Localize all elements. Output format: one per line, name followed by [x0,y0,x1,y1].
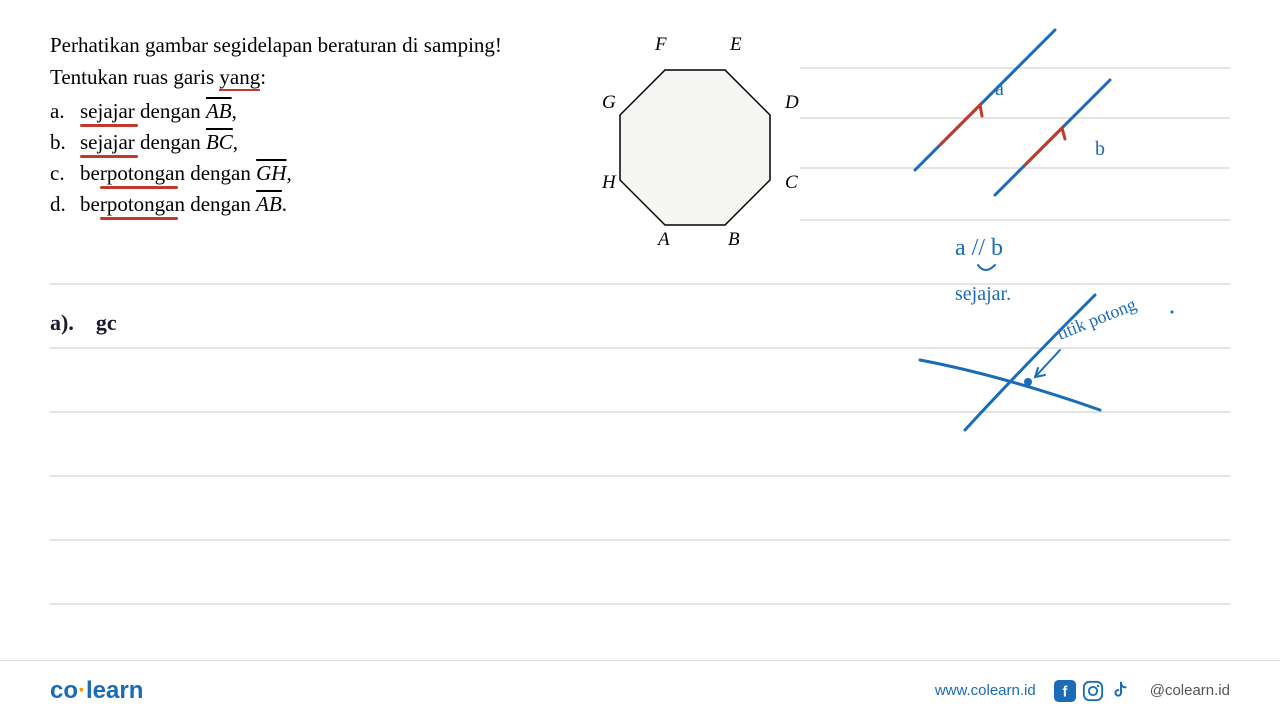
svg-text:B: B [728,229,740,250]
logo: co·learn [50,677,143,705]
question-block: Perhatikan gambar segidelapan beraturan … [50,30,570,217]
svg-text:a: a [995,78,1004,100]
svg-text:a // b: a // b [955,235,1003,261]
tiktok-icon[interactable] [1110,680,1132,702]
svg-text:G: G [602,92,616,113]
option-d: d. berpotongan dengan AB. [50,192,570,217]
website-link[interactable]: www.colearn.id [935,682,1036,699]
svg-text:f: f [1062,684,1067,700]
question-line1: Perhatikan gambar segidelapan beraturan … [50,30,570,62]
social-icons: f [1054,680,1132,702]
svg-text:F: F [654,34,667,55]
question-line2: Tentukan ruas garis yang: [50,62,570,94]
social-handle: @colearn.id [1150,682,1230,699]
handwriting-area: a b a // b sejajar. titik potong [800,20,1280,440]
red-underline [100,186,178,189]
octagon-diagram: A B C D E F G H [600,30,800,260]
svg-text:E: E [729,34,742,55]
option-c: c. berpotongan dengan GH, [50,161,570,186]
answer-a: a). gc [50,310,117,336]
red-underline [80,124,138,127]
svg-text:H: H [601,172,617,193]
footer: co·learn www.colearn.id f @colearn.id [0,660,1280,720]
instagram-icon[interactable] [1082,680,1104,702]
svg-text:sejajar.: sejajar. [955,283,1011,305]
svg-text:C: C [785,172,798,193]
option-a: a. sejajar dengan AB, [50,99,570,124]
svg-text:titik potong: titik potong [1054,294,1139,344]
svg-text:b: b [1095,138,1105,160]
red-underline [100,217,178,220]
svg-text:A: A [656,229,670,250]
svg-text:D: D [784,92,799,113]
red-underline [80,155,138,158]
facebook-icon[interactable]: f [1054,680,1076,702]
option-b: b. sejajar dengan BC, [50,130,570,155]
